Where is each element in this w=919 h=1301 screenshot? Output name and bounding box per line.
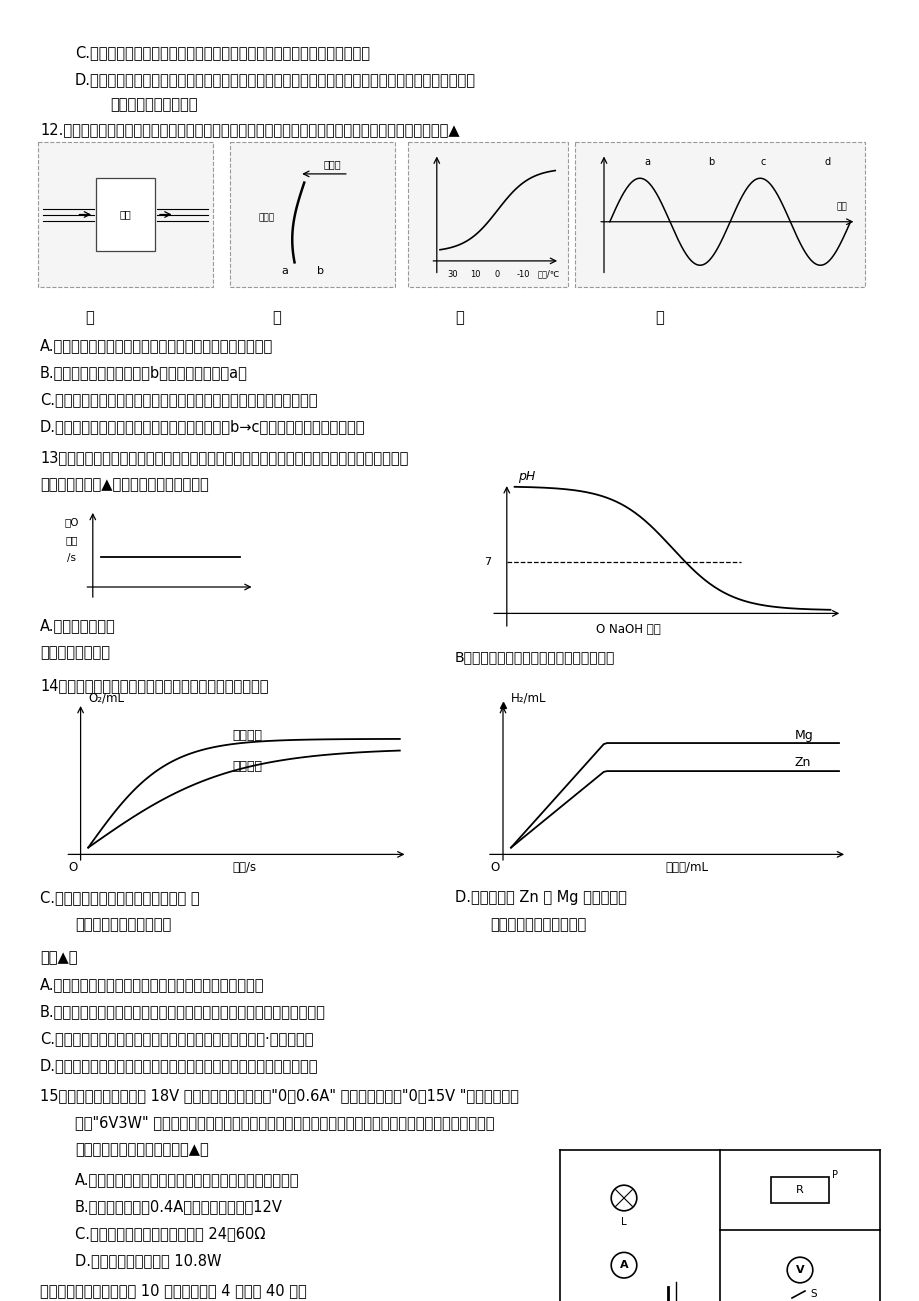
Text: A.溶液是均一稳定的液体，所以均一稳定的液体都是溶液: A.溶液是均一稳定的液体，所以均一稳定的液体都是溶液 [40, 977, 265, 991]
Text: C.滑动变阻器允许调节的范围是 24～60Ω: C.滑动变阻器允许调节的范围是 24～60Ω [75, 1226, 265, 1241]
Text: D.中和反应一定能生成盐和水，所以生成盐和水的反应一定是中和反应: D.中和反应一定能生成盐和水，所以生成盐和水的反应一定是中和反应 [40, 1058, 318, 1073]
Text: 时间: 时间 [65, 535, 78, 545]
Text: 10: 10 [470, 269, 480, 278]
Text: C.碳酸盐和酸反应产生气体，所以能和酸反应产生气体的·定是碳酸盐: C.碳酸盐和酸反应产生气体，所以能和酸反应产生气体的·定是碳酸盐 [40, 1030, 313, 1046]
Text: b: b [708, 156, 714, 167]
Text: d: d [823, 156, 830, 167]
Text: S: S [809, 1289, 816, 1298]
Text: B.当电流表示数为0.4A时，电压表示数为12V: B.当电流表示数为0.4A时，电压表示数为12V [75, 1200, 282, 1214]
Text: pH: pH [518, 470, 535, 483]
Text: D.单板滑雪大跳台是选手从高处滑行而下通过大跳台一飞冲天，表演各种空翻、回转等空中绝技，在此: D.单板滑雪大跳台是选手从高处滑行而下通过大跳台一飞冲天，表演各种空翻、回转等空… [75, 72, 475, 87]
Text: 0: 0 [494, 269, 500, 278]
Text: B.碱性溶液能使酚酞试液变红色，所以能使酚酞试液变红色的溶液显碱性: B.碱性溶液能使酚酞试液变红色，所以能使酚酞试液变红色的溶液显碱性 [40, 1004, 325, 1019]
Text: B．向一定量的稀盐酸中滴加氢氧化钠溶液: B．向一定量的稀盐酸中滴加氢氧化钠溶液 [455, 650, 615, 664]
Text: 时间: 时间 [835, 203, 846, 212]
Text: C.两份等质量、等溶质的质量分数的 过: C.两份等质量、等溶质的质量分数的 过 [40, 890, 199, 905]
Text: 14、推理是学习化学的重要思维方法，下列推理中合理的: 14、推理是学习化学的重要思维方法，下列推理中合理的 [40, 678, 268, 693]
Text: D.向等质量的 Zn 和 Mg 中分别滴加: D.向等质量的 Zn 和 Mg 中分别滴加 [455, 890, 626, 905]
Text: 甲: 甲 [85, 310, 94, 325]
Text: B.乙图为某植物茎尖端，则b处生长素浓度高于a处: B.乙图为某植物茎尖端，则b处生长素浓度高于a处 [40, 366, 247, 380]
Text: /s: /s [67, 553, 76, 563]
Text: Zn: Zn [794, 756, 811, 769]
Text: 15、如图所示，电源电压 18V 且保持不变，电流表接"0～0.6A" 量程，电压表接"0～15V "量程，灯泡上: 15、如图所示，电源电压 18V 且保持不变，电流表接"0～0.6A" 量程，电… [40, 1088, 518, 1103]
Text: 过程中机械能保持不变: 过程中机械能保持不变 [110, 98, 198, 112]
Text: 氧化氢溶液分别制取氧气: 氧化氢溶液分别制取氧气 [75, 917, 171, 932]
Text: O₂/mL: O₂/mL [88, 692, 124, 705]
Text: 乙: 乙 [272, 310, 280, 325]
Text: 7: 7 [483, 557, 491, 567]
Text: 稀盐酸/mL: 稀盐酸/mL [664, 861, 708, 874]
Text: A.在密闭的容器中: A.在密闭的容器中 [40, 618, 116, 634]
Text: 30: 30 [447, 269, 458, 278]
Text: O: O [490, 861, 499, 874]
Text: A.滑动变阻器的滑片向左移动时，两电表的示数都将变大: A.滑动变阻器的滑片向左移动时，两电表的示数都将变大 [75, 1172, 300, 1187]
Text: 质O: 质O [64, 516, 79, 527]
Text: 无催化剂: 无催化剂 [233, 760, 262, 773]
Text: H₂/mL: H₂/mL [510, 692, 546, 705]
FancyBboxPatch shape [574, 142, 864, 288]
Text: 是（▲）: 是（▲） [40, 950, 77, 965]
Text: C.丙图中，曲线表示从温暖的室内到寒冷的户外时，皮肤血流量的变化: C.丙图中，曲线表示从温暖的室内到寒冷的户外时，皮肤血流量的变化 [40, 392, 317, 407]
Text: Mg: Mg [794, 729, 813, 742]
Text: 标有"6V3W" 字样，灯丝电阻保持恒定不变，要求两电表示数均不超过量程，灯泡两端电压不能超过额: 标有"6V3W" 字样，灯丝电阻保持恒定不变，要求两电表示数均不超过量程，灯泡两… [75, 1115, 494, 1131]
Text: 定电压，下列说法正确的是（▲）: 定电压，下列说法正确的是（▲） [75, 1142, 209, 1157]
Text: 丙: 丙 [455, 310, 463, 325]
Text: 单侧光: 单侧光 [323, 160, 341, 169]
Text: 时间/s: 时间/s [232, 861, 255, 874]
FancyBboxPatch shape [96, 178, 155, 251]
Text: a: a [280, 265, 288, 276]
Text: D.丁图是人体平静呼吸时，肺容量变化示意图，b→c段表示呼气过程，膈肌收缩: D.丁图是人体平静呼吸时，肺容量变化示意图，b→c段表示呼气过程，膈肌收缩 [40, 419, 365, 435]
Text: O: O [68, 861, 77, 874]
FancyBboxPatch shape [38, 142, 213, 288]
Text: 有催化剂: 有催化剂 [233, 729, 262, 742]
Text: c: c [760, 156, 766, 167]
Text: 二、填空题（本大题共有 10 小题，每小题 4 分，共 40 分）: 二、填空题（本大题共有 10 小题，每小题 4 分，共 40 分） [40, 1283, 306, 1298]
FancyBboxPatch shape [770, 1177, 828, 1203]
Text: 12.从左至右依次是甲、乙、丙和丁四个图，分别表示有关量的变化规律。下列有关描述中，正确的是（▲: 12.从左至右依次是甲、乙、丙和丁四个图，分别表示有关量的变化规律。下列有关描述… [40, 122, 460, 137]
FancyBboxPatch shape [230, 142, 394, 288]
Text: 加热汞得到氧化汞: 加热汞得到氧化汞 [40, 645, 110, 660]
Text: b: b [317, 265, 323, 276]
Text: C.运动员在滑行过程中把滑雪杆用力向后搡，他会受到一个向前的反作用力: C.运动员在滑行过程中把滑雪杆用力向后搡，他会受到一个向前的反作用力 [75, 46, 369, 60]
Text: 心脏: 心脏 [119, 209, 131, 220]
Text: V: V [795, 1265, 803, 1275]
Text: P: P [831, 1170, 836, 1180]
Text: 13、图像能直观体现化学中的各种变化关系，加深对化学知识的理解。下列图像不能正确反映: 13、图像能直观体现化学中的各种变化关系，加深对化学知识的理解。下列图像不能正确… [40, 450, 408, 464]
Text: -10: -10 [516, 269, 529, 278]
Text: 等溶质质量分数的稀盐酸: 等溶质质量分数的稀盐酸 [490, 917, 585, 932]
Text: 温度/℃: 温度/℃ [537, 269, 560, 278]
Text: R: R [795, 1185, 803, 1196]
FancyBboxPatch shape [407, 142, 567, 288]
Text: L: L [620, 1218, 626, 1227]
Text: A: A [619, 1261, 628, 1270]
Text: 云母片: 云母片 [258, 213, 274, 222]
Text: 丁: 丁 [654, 310, 663, 325]
Text: A.甲图左端血管中一定流静脉血，右端血管中一定流动脉血: A.甲图左端血管中一定流静脉血，右端血管中一定流动脉血 [40, 338, 273, 353]
Text: 对应关系的是（▲）容器中物质的总的质量: 对应关系的是（▲）容器中物质的总的质量 [40, 477, 209, 492]
Text: a: a [644, 156, 650, 167]
Text: D.该电路的最大功率是 10.8W: D.该电路的最大功率是 10.8W [75, 1253, 221, 1268]
Text: O NaOH 溶液: O NaOH 溶液 [596, 623, 661, 636]
